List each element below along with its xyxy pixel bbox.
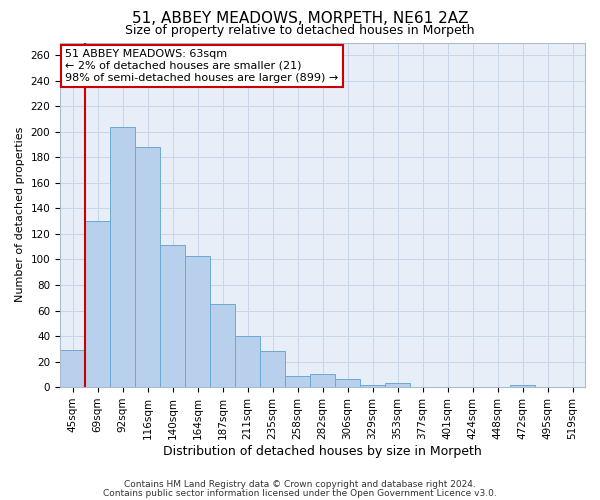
X-axis label: Distribution of detached houses by size in Morpeth: Distribution of detached houses by size … [163, 444, 482, 458]
Bar [360, 384, 385, 387]
Text: Contains HM Land Registry data © Crown copyright and database right 2024.: Contains HM Land Registry data © Crown c… [124, 480, 476, 489]
Bar [210, 304, 235, 387]
Bar [185, 256, 210, 387]
Bar [235, 336, 260, 387]
Y-axis label: Number of detached properties: Number of detached properties [15, 127, 25, 302]
Bar [310, 374, 335, 387]
Text: Contains public sector information licensed under the Open Government Licence v3: Contains public sector information licen… [103, 488, 497, 498]
Bar [160, 246, 185, 387]
Bar [385, 384, 410, 387]
Text: Size of property relative to detached houses in Morpeth: Size of property relative to detached ho… [125, 24, 475, 37]
Text: 51 ABBEY MEADOWS: 63sqm
← 2% of detached houses are smaller (21)
98% of semi-det: 51 ABBEY MEADOWS: 63sqm ← 2% of detached… [65, 50, 338, 82]
Bar [85, 221, 110, 387]
Text: 51, ABBEY MEADOWS, MORPETH, NE61 2AZ: 51, ABBEY MEADOWS, MORPETH, NE61 2AZ [132, 11, 468, 26]
Bar [335, 380, 360, 387]
Bar [285, 376, 310, 387]
Bar [260, 352, 285, 387]
Bar [110, 126, 135, 387]
Bar [510, 384, 535, 387]
Bar [60, 350, 85, 387]
Bar [135, 147, 160, 387]
